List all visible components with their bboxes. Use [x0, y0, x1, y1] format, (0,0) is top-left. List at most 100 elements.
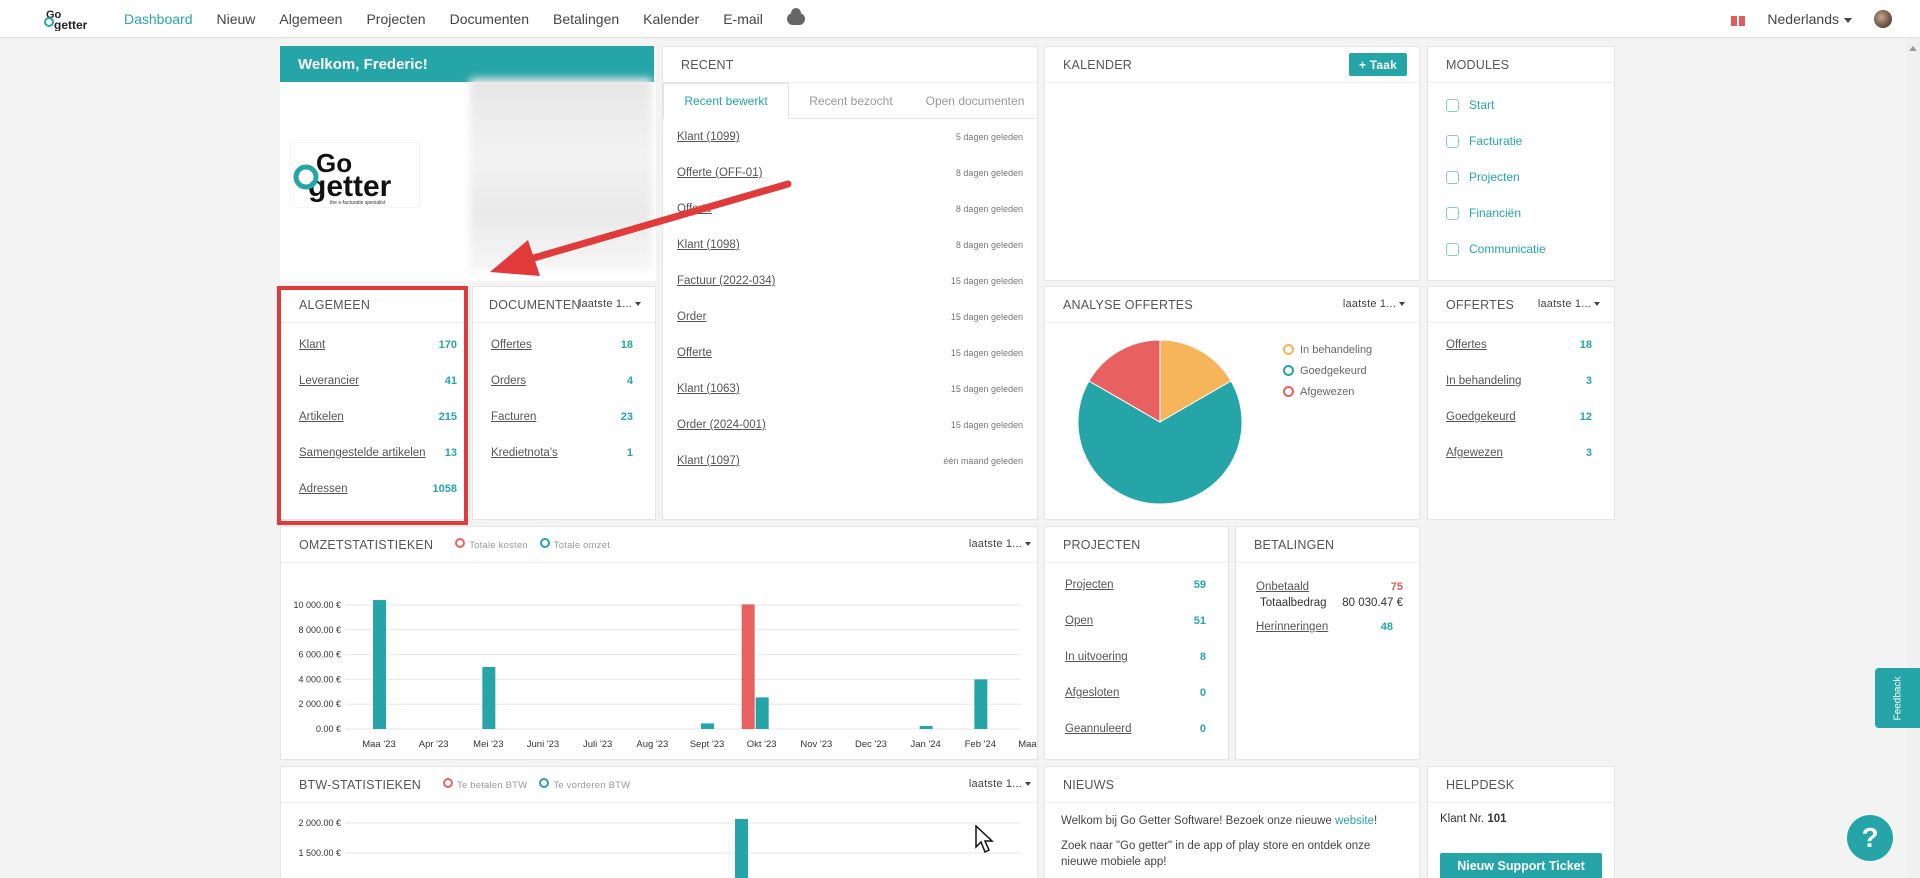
omzet-bar[interactable]: [482, 667, 496, 729]
module-label: Start: [1469, 98, 1495, 112]
pie-slice[interactable]: [1159, 339, 1232, 423]
logo-line1: Go: [316, 148, 352, 178]
recent-item-link[interactable]: Klant (1099): [677, 131, 740, 143]
feedback-tab[interactable]: Feedback: [1875, 668, 1920, 728]
documenten-link[interactable]: Facturen: [491, 411, 537, 423]
analyse-filter[interactable]: laatste 1...: [1343, 298, 1405, 310]
recent-item-link[interactable]: Factuur (2022-034): [677, 275, 776, 287]
offertes-filter[interactable]: laatste 1...: [1538, 298, 1600, 310]
chevron-down-icon: [1025, 542, 1031, 547]
pie-legend-item[interactable]: Afgewezen: [1283, 381, 1372, 402]
documenten-link[interactable]: Kredietnota's: [491, 447, 558, 459]
module-item[interactable]: Communicatie: [1428, 231, 1614, 267]
module-item[interactable]: Start: [1428, 87, 1614, 123]
legend-te-betalen[interactable]: Te betalen BTW: [442, 778, 528, 791]
projecten-link[interactable]: In uitvoering: [1065, 651, 1128, 663]
documenten-title: DOCUMENTEN: [489, 297, 581, 312]
cloud-icon[interactable]: [786, 8, 805, 25]
recent-item-link[interactable]: Order: [677, 311, 707, 323]
offertes-link[interactable]: Afgewezen: [1446, 447, 1503, 459]
website-link[interactable]: website: [1335, 815, 1375, 827]
algemeen-link[interactable]: Leverancier: [299, 375, 360, 387]
documenten-link[interactable]: Offertes: [491, 339, 532, 351]
nav-kalender[interactable]: Kalender: [643, 11, 700, 27]
avatar[interactable]: [1874, 10, 1892, 28]
pie-slice[interactable]: [1077, 380, 1243, 505]
recent-item-link[interactable]: Klant (1097): [677, 455, 740, 467]
nieuws-line1-pre: Welkom bij Go Getter Software! Bezoek on…: [1061, 815, 1336, 827]
omzet-bar[interactable]: [974, 679, 988, 729]
klant-nr-label: Klant Nr.: [1440, 813, 1485, 825]
add-task-button[interactable]: + Taak: [1348, 53, 1407, 76]
herinneringen-link[interactable]: Herinneringen: [1256, 621, 1329, 633]
page-scrollbar[interactable]: [1906, 38, 1920, 878]
onbetaald-link[interactable]: Onbetaald: [1256, 581, 1310, 593]
pie-legend-item[interactable]: In behandeling: [1283, 339, 1372, 360]
documenten-link[interactable]: Orders: [491, 375, 527, 387]
algemeen-link[interactable]: Adressen: [299, 483, 348, 495]
offertes-link[interactable]: Offertes: [1446, 339, 1487, 351]
offertes-row: In behandeling 3: [1446, 363, 1592, 399]
recent-item-link[interactable]: Order (2024-001): [677, 419, 766, 431]
legend-kosten[interactable]: Totale kosten: [455, 538, 528, 551]
nav-nieuw[interactable]: Nieuw: [216, 11, 256, 27]
legend-te-betalen-label: Te betalen BTW: [456, 780, 528, 791]
pie-legend-item[interactable]: Goedgekeurd: [1283, 360, 1372, 381]
omzet-xtick: Jan '24: [910, 739, 940, 750]
module-item[interactable]: Facturatie: [1428, 123, 1614, 159]
nav-betalingen[interactable]: Betalingen: [553, 11, 620, 27]
omzet-bar[interactable]: [919, 725, 933, 729]
offertes-row: Afgewezen 3: [1446, 435, 1592, 471]
onbetaald-row: Onbetaald 75: [1256, 581, 1403, 593]
kalender-header: KALENDER + Taak: [1045, 47, 1419, 83]
algemeen-link[interactable]: Artikelen: [299, 411, 344, 423]
recent-item-time: 8 dagen geleden: [955, 240, 1023, 250]
omzet-bar[interactable]: [755, 697, 769, 729]
tab-open-documenten[interactable]: Open documenten: [925, 93, 1025, 108]
algemeen-link[interactable]: Samengestelde artikelen: [299, 447, 426, 459]
omzet-filter[interactable]: laatste 1...: [969, 538, 1031, 550]
recent-item: Klant (1063) 15 dagen geleden: [663, 371, 1037, 407]
language-label: Nederlands: [1767, 11, 1839, 27]
module-icon: [1446, 242, 1459, 256]
module-item[interactable]: Financiën: [1428, 195, 1614, 231]
offertes-link[interactable]: Goedgekeurd: [1446, 411, 1516, 423]
offertes-link[interactable]: In behandeling: [1446, 375, 1522, 387]
recent-item-link[interactable]: Klant (1098): [677, 239, 740, 251]
projecten-link[interactable]: Afgesloten: [1065, 687, 1120, 699]
nav-algemeen[interactable]: Algemeen: [279, 11, 343, 27]
nav-projecten[interactable]: Projecten: [366, 11, 426, 27]
tab-recent-bewerkt[interactable]: Recent bewerkt: [663, 83, 789, 119]
recent-item-link[interactable]: Offerte: [677, 347, 712, 359]
recent-title: RECENT: [663, 47, 1037, 83]
nav-dashboard[interactable]: Dashboard: [124, 11, 193, 27]
new-support-ticket-button[interactable]: Nieuw Support Ticket: [1440, 853, 1602, 878]
legend-omzet[interactable]: Totale omzet: [539, 538, 610, 551]
legend-te-vorderen[interactable]: Te vorderen BTW: [539, 778, 630, 791]
help-button[interactable]: ?: [1847, 815, 1893, 861]
projecten-link[interactable]: Projecten: [1065, 579, 1114, 591]
recent-item-link[interactable]: Offerte (OFF-01): [677, 167, 763, 179]
nav-email[interactable]: E-mail: [723, 11, 763, 27]
btw-filter[interactable]: laatste 1...: [969, 778, 1031, 790]
projecten-link[interactable]: Open: [1065, 615, 1094, 627]
omzet-bar[interactable]: [741, 604, 755, 729]
pie-slice[interactable]: [1088, 339, 1161, 423]
projecten-link[interactable]: Geannuleerd: [1065, 723, 1132, 735]
modules-list: Start Facturatie Projecten Financiën Communi…: [1428, 87, 1614, 267]
documenten-header: DOCUMENTEN laatste 1...: [473, 287, 655, 323]
documenten-filter[interactable]: laatste 1...: [579, 298, 641, 310]
go-getter-logo[interactable]: Go getter: [44, 7, 100, 31]
omzet-bar[interactable]: [701, 723, 714, 729]
offertes-count: 3: [1585, 375, 1592, 387]
algemeen-link[interactable]: Klant: [299, 339, 326, 351]
nav-documenten[interactable]: Documenten: [449, 11, 529, 27]
module-item[interactable]: Projecten: [1428, 159, 1614, 195]
tab-recent-bezocht[interactable]: Recent bezocht: [809, 93, 893, 108]
gift-icon[interactable]: [1731, 12, 1746, 26]
recent-item-link[interactable]: Klant (1063): [677, 383, 740, 395]
language-select[interactable]: Nederlands: [1767, 11, 1852, 27]
omzet-xtick: Okt '23: [747, 739, 777, 750]
omzet-bar[interactable]: [373, 600, 386, 729]
analyse-title: ANALYSE OFFERTES: [1063, 297, 1193, 312]
